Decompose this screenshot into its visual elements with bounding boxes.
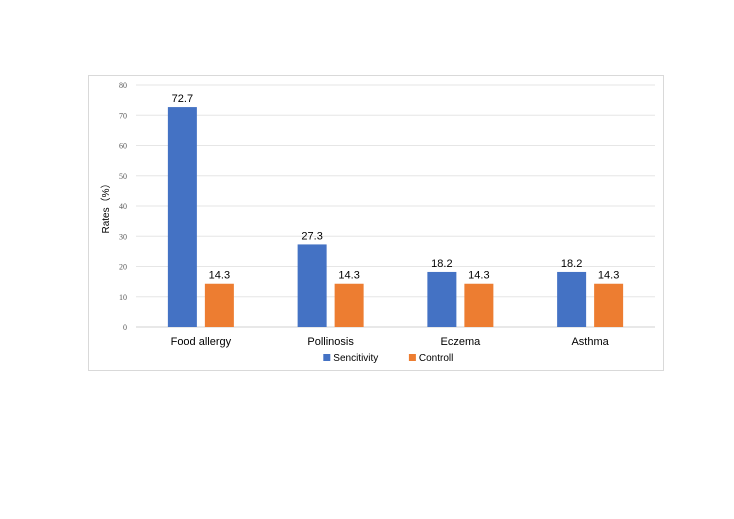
bar-sencitivity <box>427 271 457 327</box>
legend-swatch <box>323 354 331 361</box>
x-category-label: Pollinosis <box>307 336 354 348</box>
x-category-label: Eczema <box>441 336 482 348</box>
y-tick-label: 80 <box>119 81 127 90</box>
data-label: 14.3 <box>338 270 359 282</box>
legend-label: Sencitivity <box>333 353 378 364</box>
y-tick-label: 0 <box>123 323 127 332</box>
y-tick-label: 70 <box>119 111 127 120</box>
legend-label: Controll <box>419 353 453 364</box>
data-label: 18.2 <box>431 258 452 270</box>
y-tick-label: 20 <box>119 263 127 272</box>
data-label: 18.2 <box>561 258 582 270</box>
y-tick-label: 30 <box>119 232 127 241</box>
bar-controll <box>334 283 364 327</box>
data-labels: 72.7 14.3 27.3 14.3 18.2 14.3 18.2 14.3 <box>172 93 620 282</box>
data-label: 14.3 <box>598 270 619 282</box>
x-axis-categories: Food allergy Pollinosis Eczema Asthma <box>171 336 610 348</box>
x-category-label: Asthma <box>571 336 609 348</box>
data-label: 14.3 <box>209 270 230 282</box>
legend: Sencitivity Controll <box>323 353 453 364</box>
y-tick-label: 40 <box>119 202 127 211</box>
y-axis-ticks: 0 10 20 30 40 50 60 70 80 <box>119 81 127 332</box>
data-label: 27.3 <box>301 230 322 242</box>
bars <box>167 107 624 328</box>
bar-controll <box>464 283 494 327</box>
y-tick-label: 60 <box>119 142 127 151</box>
y-tick-label: 10 <box>119 293 127 302</box>
legend-swatch <box>408 354 416 361</box>
bar-sencitivity <box>167 107 197 328</box>
bar-sencitivity <box>297 244 327 327</box>
bar-controll <box>204 283 234 327</box>
y-axis-title: Rates（%） <box>100 178 112 233</box>
bar-sencitivity <box>557 271 587 327</box>
bar-controll <box>594 283 624 327</box>
data-label: 72.7 <box>172 93 193 105</box>
y-tick-label: 50 <box>119 172 127 181</box>
data-label: 14.3 <box>468 270 489 282</box>
x-category-label: Food allergy <box>171 336 232 348</box>
